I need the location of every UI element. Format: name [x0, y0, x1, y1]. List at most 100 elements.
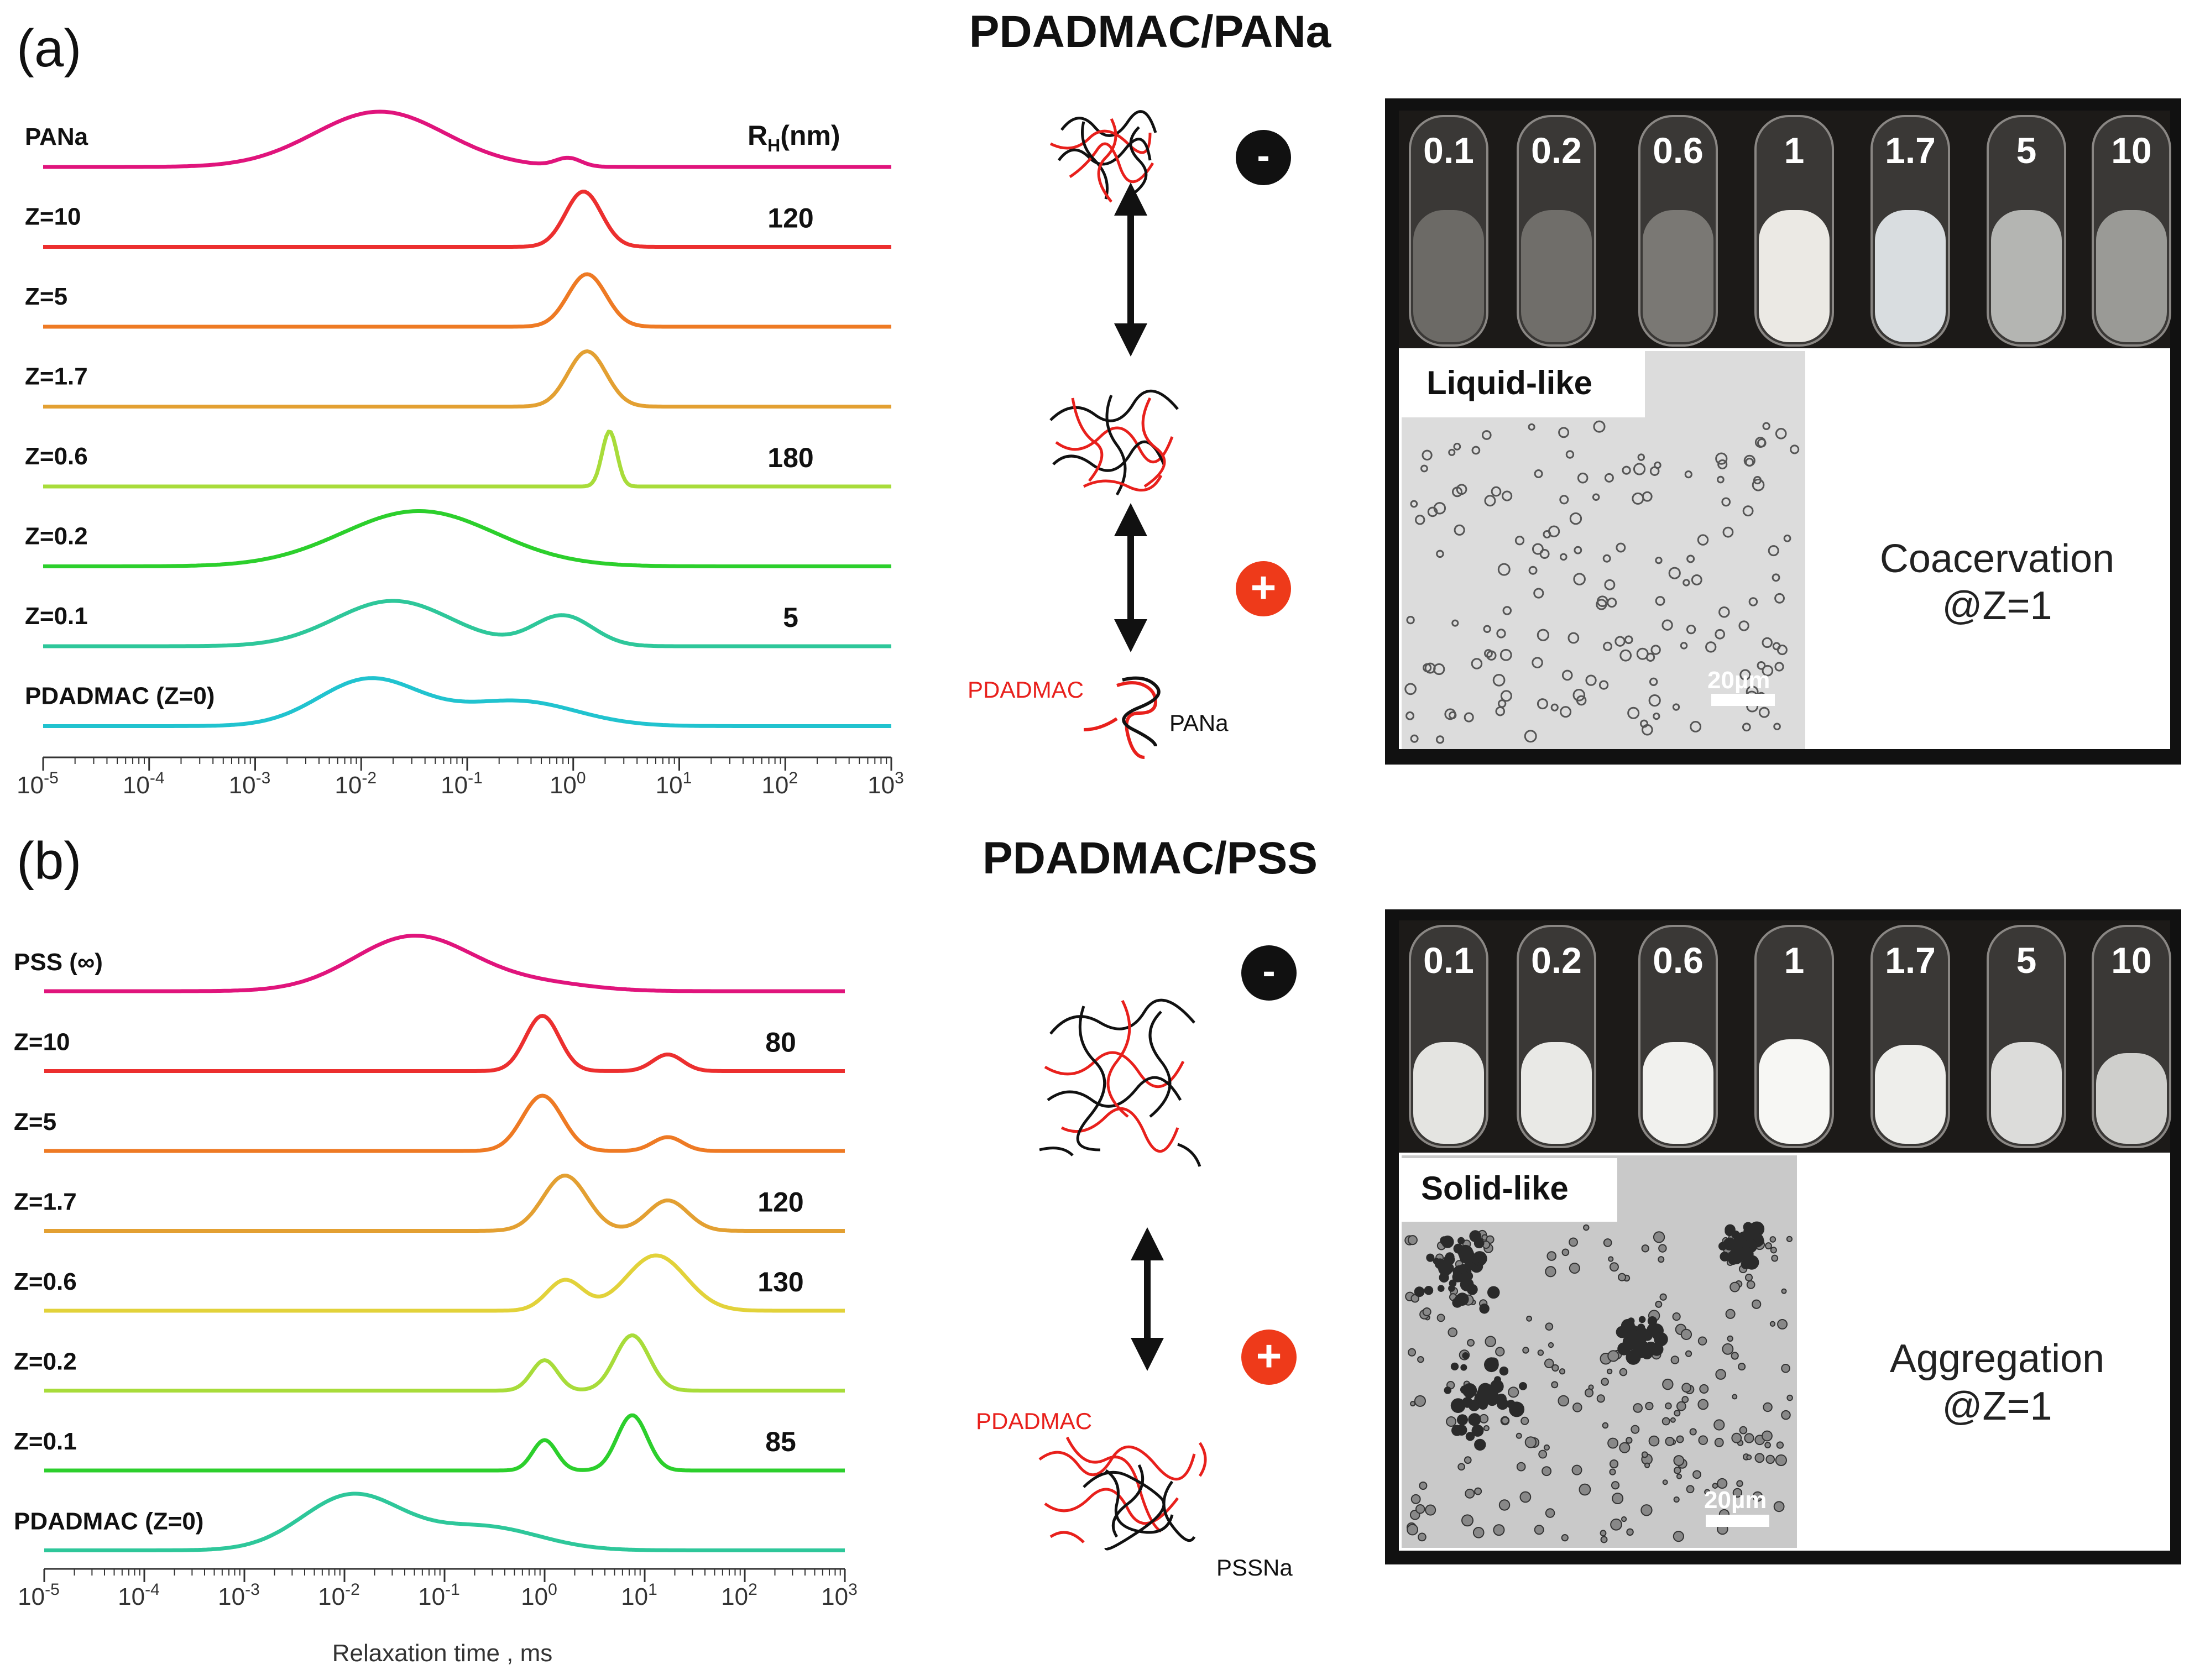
x-tick-label: 101 [621, 1580, 657, 1610]
particle [1626, 1437, 1633, 1444]
particle [1534, 1525, 1544, 1535]
tube-liquid [1643, 1042, 1713, 1144]
particle [1717, 1478, 1728, 1489]
tube-row-b: 0.1 0.2 0.6 1 1.7 5 10 [1409, 925, 2171, 1148]
droplet [1514, 536, 1525, 546]
tube-label: 0.6 [1653, 130, 1704, 171]
aggregate-particle [1465, 1432, 1475, 1441]
particle [1763, 1402, 1773, 1412]
droplet [1619, 649, 1632, 662]
droplet [1683, 579, 1690, 587]
particle [1410, 1294, 1419, 1303]
aggregate-particle [1494, 1376, 1501, 1384]
particle [1662, 1479, 1668, 1485]
particle [1526, 1315, 1533, 1322]
aggregate-particle [1449, 1279, 1457, 1288]
micro-label-a: Liquid-like [1427, 364, 1592, 401]
particle [1644, 1462, 1650, 1468]
aggregate-particle [1444, 1386, 1452, 1394]
aggregate-particle [1424, 1286, 1434, 1295]
series-line [44, 1014, 845, 1073]
x-axis-label: Relaxation time , ms [332, 1640, 553, 1667]
aggregate-particle [1466, 1284, 1478, 1295]
rh-header: RH(nm) [748, 120, 840, 155]
particle [1561, 1534, 1569, 1542]
particle [1498, 1499, 1511, 1511]
particle [1674, 1410, 1681, 1417]
droplet [1603, 641, 1612, 651]
particle [1600, 1536, 1608, 1543]
droplet [1762, 422, 1770, 430]
particle [1697, 1336, 1707, 1346]
aggregate-particle [1426, 1253, 1435, 1262]
droplet [1483, 649, 1493, 658]
series-label: Z=0.6 [25, 443, 88, 470]
polyanion-label-a: PANa [1169, 710, 1229, 736]
droplet [1539, 549, 1550, 559]
particle [1781, 1410, 1791, 1420]
droplet [1775, 428, 1787, 439]
particle [1618, 1273, 1627, 1281]
aggregate-particle [1647, 1323, 1660, 1337]
aggregate-particle [1720, 1252, 1730, 1262]
micro-label-box-b [1402, 1158, 1617, 1222]
photo-panel-a: 0.1 0.2 0.6 1 1.7 5 10 Liquid-like 20µm Coacer… [1385, 98, 2181, 765]
tube-label: 5 [2016, 940, 2037, 981]
series-label: Z=0.2 [25, 523, 88, 550]
series-label: PANa [25, 123, 88, 150]
rh-value: 80 [765, 1027, 796, 1058]
droplet [1444, 708, 1456, 720]
droplet [1614, 636, 1626, 647]
particle [1698, 1435, 1708, 1445]
droplet [1496, 629, 1506, 638]
droplet [1448, 448, 1456, 456]
droplet [1550, 703, 1559, 711]
micro-label-b: Solid-like [1421, 1170, 1569, 1207]
particle [1727, 1335, 1733, 1342]
droplet [1415, 515, 1425, 525]
particle [1572, 1402, 1582, 1412]
aggregate-particle [1488, 1357, 1499, 1368]
particle [1658, 1256, 1665, 1263]
particle [1516, 1432, 1522, 1439]
particle [1712, 1483, 1718, 1489]
series-line [43, 190, 891, 249]
minus-badge-a: - [1236, 130, 1291, 185]
droplet [1697, 534, 1709, 546]
droplet [1690, 721, 1702, 732]
droplet [1705, 641, 1717, 653]
droplet [1569, 512, 1582, 525]
tube-label: 0.2 [1531, 940, 1582, 981]
particle [1777, 1318, 1788, 1330]
complex-icon-negative-a [1049, 110, 1157, 203]
chain-cluster-icon-b [1038, 1436, 1207, 1551]
droplet [1453, 442, 1461, 451]
droplet [1686, 554, 1695, 563]
particle [1414, 1395, 1426, 1407]
minus-badge-b: - [1241, 945, 1297, 1001]
droplet [1642, 491, 1653, 502]
tube-liquid [1759, 210, 1830, 342]
scale-bar-a [1711, 694, 1775, 706]
droplet [1680, 642, 1688, 650]
droplet [1717, 459, 1728, 470]
panel-a-label: (a) [17, 19, 81, 78]
droplet [1499, 648, 1512, 661]
droplet [1717, 475, 1725, 484]
plus-sign-a: + [1251, 563, 1277, 612]
particle [1461, 1514, 1474, 1527]
particle [1544, 1358, 1554, 1369]
aggregate-particle [1438, 1261, 1453, 1276]
x-tick-label: 102 [761, 769, 798, 799]
title-a: PDADMAC/PANa [969, 7, 1332, 57]
droplet [1492, 673, 1506, 687]
tube-liquid [1991, 1042, 2062, 1144]
particle [1786, 1236, 1793, 1242]
series-line [44, 1093, 845, 1153]
droplet [1410, 500, 1418, 508]
particle [1520, 1416, 1529, 1425]
particle [1479, 1414, 1489, 1423]
polycation-label-a: PDADMAC [968, 677, 1084, 703]
particle [1659, 1293, 1667, 1301]
droplet [1537, 698, 1548, 710]
